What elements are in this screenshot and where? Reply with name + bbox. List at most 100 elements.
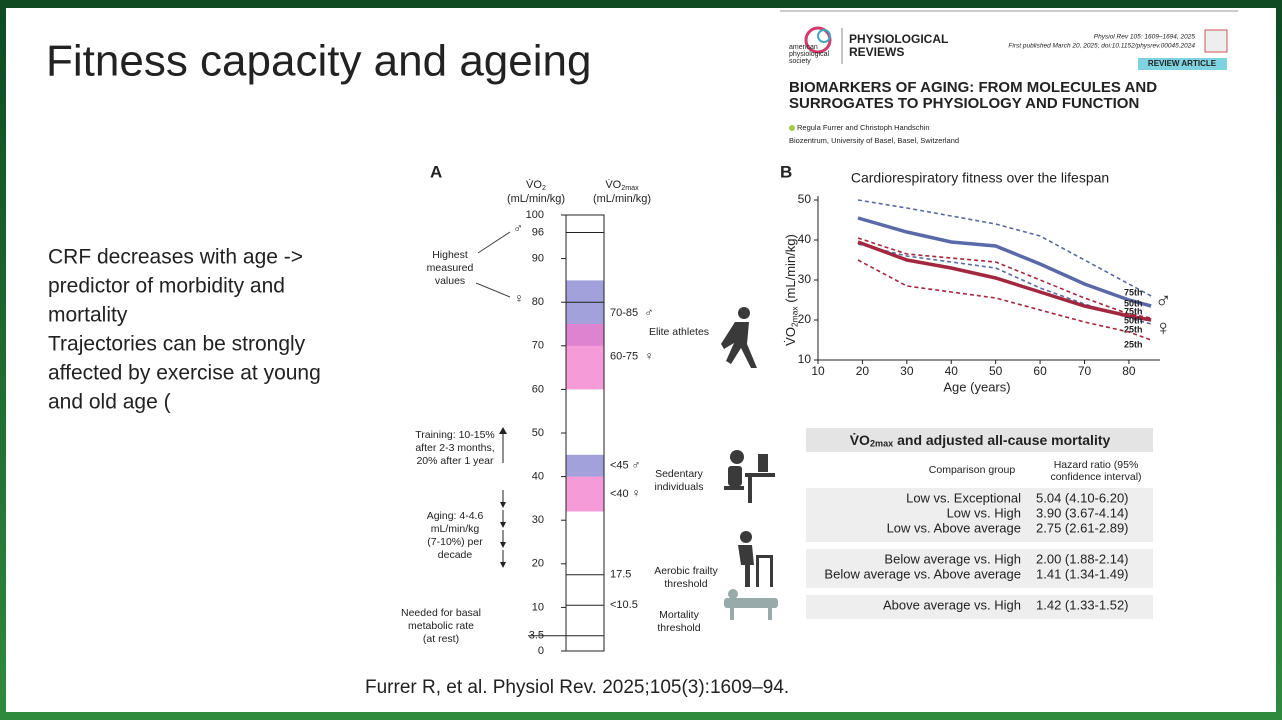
author-badge: [789, 125, 795, 131]
threshold-label: 3.5: [529, 630, 544, 642]
y-tick-label: 0: [538, 645, 544, 657]
y-tick-label: 10: [798, 352, 812, 366]
table-group: [806, 549, 1153, 588]
bullet-line: CRF decreases with age ->: [48, 246, 303, 269]
sex-symbol: ♂: [513, 220, 523, 235]
x-tick-label: 60: [1033, 364, 1047, 378]
x-axis-title: Age (years): [943, 379, 1010, 394]
column-unit: (mL/min/kg): [593, 193, 651, 205]
legend-label: 25th: [1124, 339, 1143, 349]
bullet-line: affected by exercise at young: [48, 362, 321, 385]
legend-label: 50th: [1124, 315, 1143, 325]
annotation: Training: 10-15%: [415, 429, 495, 441]
journal-name: PHYSIOLOGICAL: [849, 32, 948, 46]
x-tick-label: 30: [900, 364, 914, 378]
column-header: Hazard ratio (95%: [1054, 459, 1139, 471]
pointer: [475, 282, 511, 298]
annotation: Needed for basal: [401, 607, 481, 619]
vo2-band: [566, 454, 604, 477]
group-label: Mortality: [659, 609, 699, 621]
article-title: SURROGATES TO PHYSIOLOGY AND FUNCTION: [789, 95, 1139, 112]
table-cell: 2.75 (2.61-2.89): [1036, 520, 1129, 535]
y-axis-title: V̇O2max (mL/min/kg): [783, 234, 799, 346]
annotation: (at rest): [423, 633, 459, 645]
table-cell: Low vs. Exceptional: [906, 490, 1021, 505]
band-symbol: ♂: [645, 305, 654, 319]
group-label: individuals: [654, 481, 703, 493]
series-line: [857, 237, 1152, 319]
table-title-sub: 2max: [870, 439, 893, 449]
table-group: [806, 488, 1153, 542]
band-symbol: ♀: [632, 486, 641, 500]
sex-symbol: ♂: [1155, 288, 1172, 313]
annotation: after 2-3 months,: [415, 442, 494, 454]
band-symbol: ♀: [645, 349, 654, 363]
table-cell: Below average vs. High: [884, 551, 1021, 566]
annotation: measured: [427, 262, 474, 274]
threshold-label: 96: [532, 226, 544, 238]
x-tick-label: 20: [856, 364, 870, 378]
column-header: confidence interval): [1050, 471, 1141, 483]
bullet-line: and old age (: [48, 391, 171, 414]
table-cell: 2.00 (1.88-2.14): [1036, 551, 1129, 566]
column-header: Comparison group: [929, 464, 1016, 476]
legend-label: 50th: [1124, 298, 1143, 308]
table-title-main: V̇O: [850, 432, 870, 448]
group-label: Sedentary: [655, 468, 704, 480]
y-tick-label: 100: [526, 209, 544, 221]
annotation: decade: [438, 549, 473, 561]
column-header: V̇O2max: [605, 178, 639, 191]
annotation: Aging: 4-4.6: [427, 510, 484, 522]
x-tick-label: 10: [811, 364, 825, 378]
y-tick-label: 10: [532, 601, 544, 613]
sex-symbol: ♀: [1155, 315, 1172, 340]
table-cell: 3.90 (3.67-4.14): [1036, 505, 1129, 520]
y-tick-label: 50: [798, 192, 812, 206]
column-header-main: V̇O: [526, 178, 542, 191]
annotation: values: [435, 275, 465, 287]
band-label: 70-85: [610, 307, 638, 319]
bullet-line: predictor of morbidity and: [48, 275, 285, 298]
table-cell: Below average vs. Above average: [824, 566, 1021, 581]
y-tick-label: 20: [532, 558, 544, 570]
table-cell: Above average vs. High: [883, 597, 1021, 612]
group-label: threshold: [657, 622, 700, 634]
band-symbol: ♂: [632, 458, 641, 472]
bullet-line: mortality: [48, 304, 128, 327]
y-tick-label: 40: [532, 471, 544, 483]
table-group: [806, 595, 1153, 619]
table-cell: 1.41 (1.34-1.49): [1036, 566, 1129, 581]
column-header-sub: 2max: [621, 184, 639, 192]
table-title: V̇O2max and adjusted all-cause mortality: [850, 432, 1111, 449]
slide-title: Fitness capacity and ageing: [46, 37, 591, 86]
article-title: BIOMARKERS OF AGING: FROM MOLECULES AND: [789, 79, 1157, 96]
vo2-band: [566, 476, 604, 512]
table-cell: Low vs. High: [947, 505, 1021, 520]
chart-title: Cardiorespiratory fitness over the lifes…: [851, 170, 1109, 186]
y-axis-title-main: V̇O: [783, 327, 798, 346]
table-cell: Low vs. Above average: [887, 520, 1021, 535]
table-title-rest: and adjusted all-cause mortality: [893, 432, 1110, 448]
table-title-bar: [806, 428, 1153, 452]
band-label: 60-75: [610, 351, 638, 363]
journal-ref: Physiol Rev 105: 1609–1694, 2025: [1094, 34, 1196, 41]
column-header-sub: 2: [542, 184, 546, 192]
legend-label: 75th: [1124, 287, 1143, 297]
table-cell: 5.04 (4.10-6.20): [1036, 490, 1129, 505]
annotation: metabolic rate: [408, 620, 474, 632]
citation: Furrer R, et al. Physiol Rev. 2025;105(3…: [365, 677, 789, 698]
x-tick-label: 40: [945, 364, 959, 378]
vo2-band: [566, 324, 604, 390]
arrow-head: [499, 427, 507, 434]
arrow-head: [500, 522, 506, 528]
y-tick-label: 20: [798, 312, 812, 326]
society-name: american: [789, 44, 818, 51]
annotation: 20% after 1 year: [416, 455, 494, 467]
y-tick-label: 30: [798, 272, 812, 286]
x-tick-label: 80: [1122, 364, 1136, 378]
annotation: (7-10%) per: [427, 536, 483, 548]
y-tick-label: 40: [798, 232, 812, 246]
band-label: <40: [610, 488, 629, 500]
y-tick-label: 90: [532, 253, 544, 265]
